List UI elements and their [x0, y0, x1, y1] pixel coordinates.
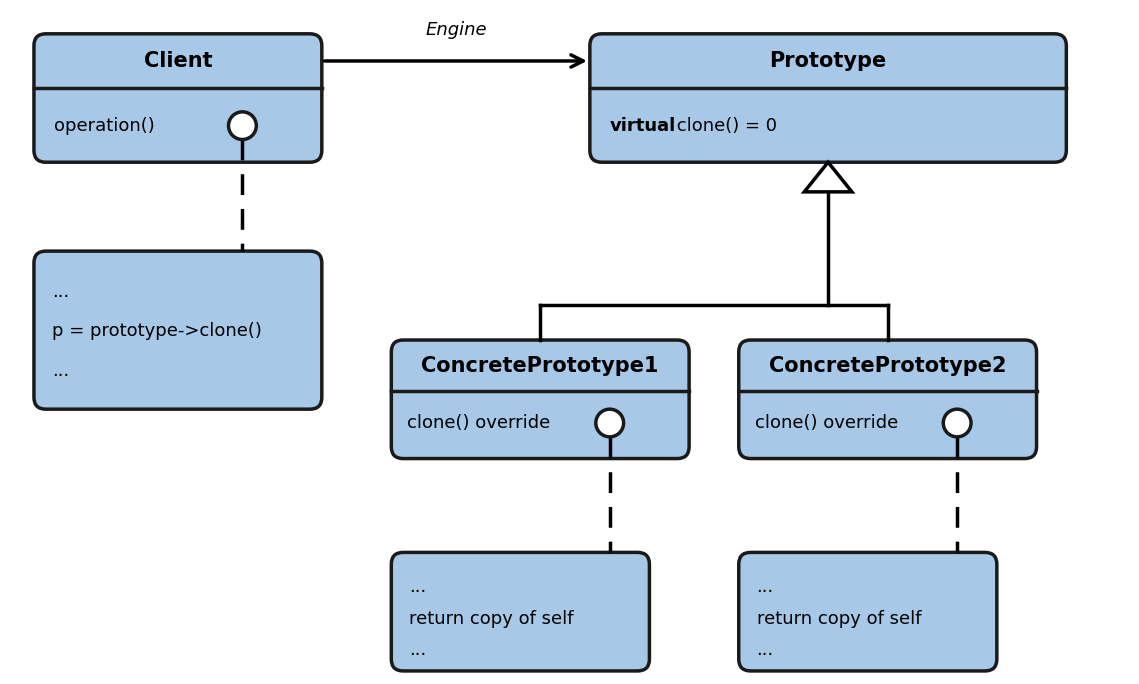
Text: ...: ...	[51, 282, 69, 301]
Circle shape	[596, 409, 623, 437]
Circle shape	[229, 112, 256, 140]
Circle shape	[943, 409, 972, 437]
FancyBboxPatch shape	[392, 553, 649, 671]
Text: Client: Client	[144, 51, 212, 71]
Text: ConcretePrototype2: ConcretePrototype2	[769, 356, 1007, 376]
FancyBboxPatch shape	[739, 553, 997, 671]
Text: ...: ...	[409, 578, 426, 596]
Text: ...: ...	[409, 642, 426, 659]
FancyBboxPatch shape	[392, 340, 689, 458]
Text: Prototype: Prototype	[770, 51, 887, 71]
Polygon shape	[804, 162, 852, 192]
Text: clone() override: clone() override	[408, 414, 550, 432]
FancyBboxPatch shape	[34, 34, 322, 162]
FancyBboxPatch shape	[34, 251, 322, 409]
Text: return copy of self: return copy of self	[409, 609, 574, 628]
Text: return copy of self: return copy of self	[756, 609, 921, 628]
Text: ConcretePrototype1: ConcretePrototype1	[421, 356, 659, 376]
Text: clone() override: clone() override	[755, 414, 898, 432]
Text: ...: ...	[51, 362, 69, 380]
Text: p = prototype->clone(): p = prototype->clone()	[51, 322, 262, 340]
Text: ...: ...	[756, 642, 773, 659]
Text: operation(): operation()	[54, 117, 155, 135]
FancyBboxPatch shape	[739, 340, 1036, 458]
Text: virtual: virtual	[609, 117, 675, 135]
FancyBboxPatch shape	[590, 34, 1066, 162]
Text: clone() = 0: clone() = 0	[671, 117, 777, 135]
Text: ...: ...	[756, 578, 773, 596]
Text: Engine: Engine	[425, 21, 486, 39]
